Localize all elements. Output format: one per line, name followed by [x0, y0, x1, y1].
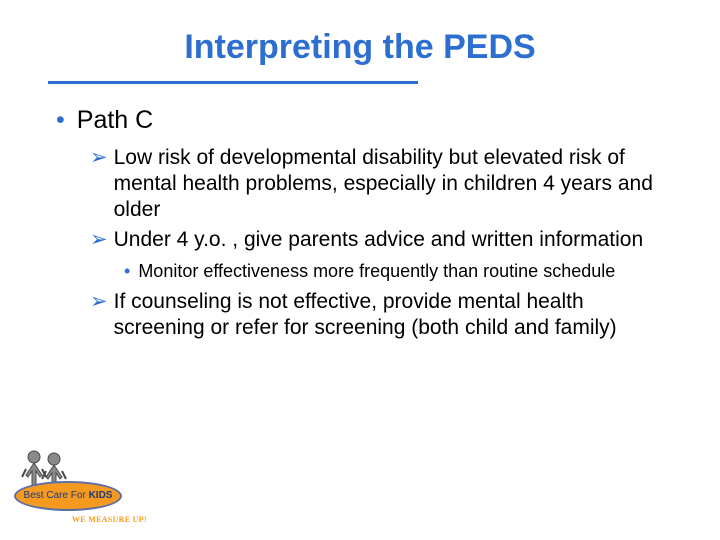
slide-body: • Path C ➢ Low risk of developmental dis…	[0, 84, 720, 341]
lvl2-group: ➢ Low risk of developmental disability b…	[56, 145, 664, 342]
logo-oval: Best Care For KIDS	[14, 481, 122, 511]
bullet-lvl3: • Monitor effectiveness more frequently …	[124, 260, 664, 283]
footer-logo: Best Care For KIDS WE MEASURE UP!	[18, 447, 158, 524]
arrow-icon: ➢	[90, 227, 114, 253]
bullet-lvl1: • Path C	[56, 104, 664, 137]
arrow-icon: ➢	[90, 289, 114, 315]
bullet-lvl2-text: Under 4 y.o. , give parents advice and w…	[114, 227, 644, 253]
bullet-lvl2: ➢ If counseling is not effective, provid…	[90, 289, 664, 342]
bullet-lvl2: ➢ Low risk of developmental disability b…	[90, 145, 664, 224]
bullet-lvl2: ➢ Under 4 y.o. , give parents advice and…	[90, 227, 664, 253]
arrow-icon: ➢	[90, 145, 114, 171]
lvl3-group: • Monitor effectiveness more frequently …	[90, 260, 664, 283]
logo-oval-text: Best Care For KIDS	[24, 491, 113, 502]
bullet-lvl2-text: Low risk of developmental disability but…	[114, 145, 664, 224]
bullet-lvl2-text: If counseling is not effective, provide …	[114, 289, 664, 342]
logo-line1: Best Care For	[24, 490, 86, 501]
logo-tagline: WE MEASURE UP!	[72, 515, 158, 524]
slide-title: Interpreting the PEDS	[0, 0, 720, 67]
bullet-lvl1-text: Path C	[77, 104, 153, 137]
bullet-dot-icon: •	[124, 260, 138, 283]
logo-line2: KIDS	[89, 490, 113, 501]
slide: Interpreting the PEDS • Path C ➢ Low ris…	[0, 0, 720, 540]
bullet-lvl3-text: Monitor effectiveness more frequently th…	[138, 260, 615, 283]
bullet-dot-icon: •	[56, 104, 77, 137]
